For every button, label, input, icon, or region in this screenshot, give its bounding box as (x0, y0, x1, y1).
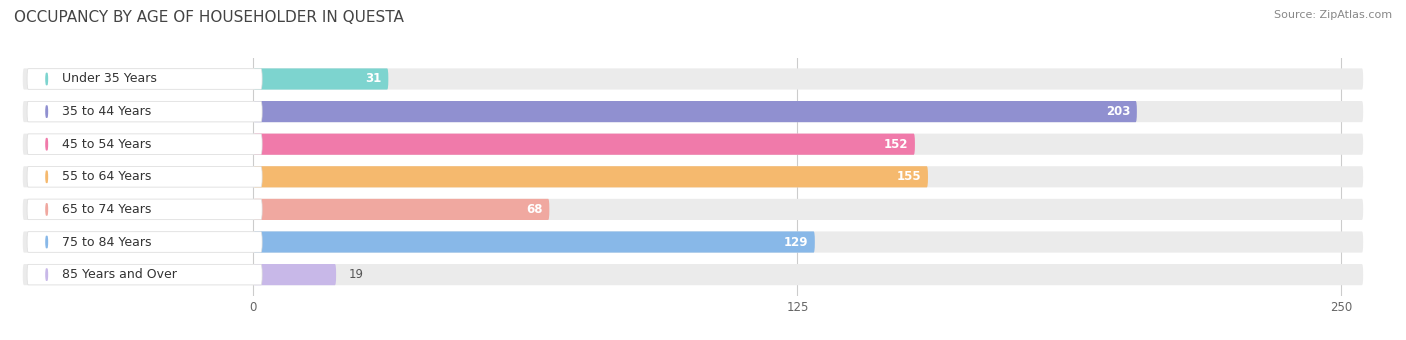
Circle shape (46, 171, 48, 183)
Text: 19: 19 (349, 268, 364, 281)
Text: Source: ZipAtlas.com: Source: ZipAtlas.com (1274, 10, 1392, 20)
Text: 35 to 44 Years: 35 to 44 Years (62, 105, 152, 118)
Circle shape (46, 204, 48, 215)
Text: 85 Years and Over: 85 Years and Over (62, 268, 177, 281)
Text: 152: 152 (884, 138, 908, 151)
Circle shape (46, 236, 48, 248)
Circle shape (46, 269, 48, 280)
FancyBboxPatch shape (22, 199, 1364, 220)
FancyBboxPatch shape (22, 68, 1364, 89)
Circle shape (46, 73, 48, 85)
FancyBboxPatch shape (27, 199, 262, 220)
Text: 68: 68 (526, 203, 543, 216)
FancyBboxPatch shape (253, 199, 550, 220)
Text: 45 to 54 Years: 45 to 54 Years (62, 138, 152, 151)
FancyBboxPatch shape (253, 166, 928, 187)
FancyBboxPatch shape (27, 264, 262, 285)
FancyBboxPatch shape (253, 232, 815, 253)
FancyBboxPatch shape (22, 232, 1364, 253)
FancyBboxPatch shape (27, 167, 262, 187)
Text: 65 to 74 Years: 65 to 74 Years (62, 203, 152, 216)
FancyBboxPatch shape (253, 101, 1137, 122)
Text: 31: 31 (366, 72, 382, 85)
FancyBboxPatch shape (22, 134, 1364, 155)
Circle shape (46, 106, 48, 117)
FancyBboxPatch shape (27, 101, 262, 122)
Text: 129: 129 (783, 236, 808, 249)
FancyBboxPatch shape (22, 101, 1364, 122)
Text: 203: 203 (1107, 105, 1130, 118)
FancyBboxPatch shape (27, 232, 262, 252)
Text: 55 to 64 Years: 55 to 64 Years (62, 170, 152, 183)
FancyBboxPatch shape (253, 68, 388, 89)
Text: 75 to 84 Years: 75 to 84 Years (62, 236, 152, 249)
FancyBboxPatch shape (253, 134, 915, 155)
FancyBboxPatch shape (27, 69, 262, 89)
FancyBboxPatch shape (27, 134, 262, 154)
FancyBboxPatch shape (253, 264, 336, 285)
FancyBboxPatch shape (22, 264, 1364, 285)
Text: OCCUPANCY BY AGE OF HOUSEHOLDER IN QUESTA: OCCUPANCY BY AGE OF HOUSEHOLDER IN QUEST… (14, 10, 404, 25)
FancyBboxPatch shape (22, 166, 1364, 187)
Text: 155: 155 (897, 170, 921, 183)
Circle shape (46, 138, 48, 150)
Text: Under 35 Years: Under 35 Years (62, 72, 157, 85)
